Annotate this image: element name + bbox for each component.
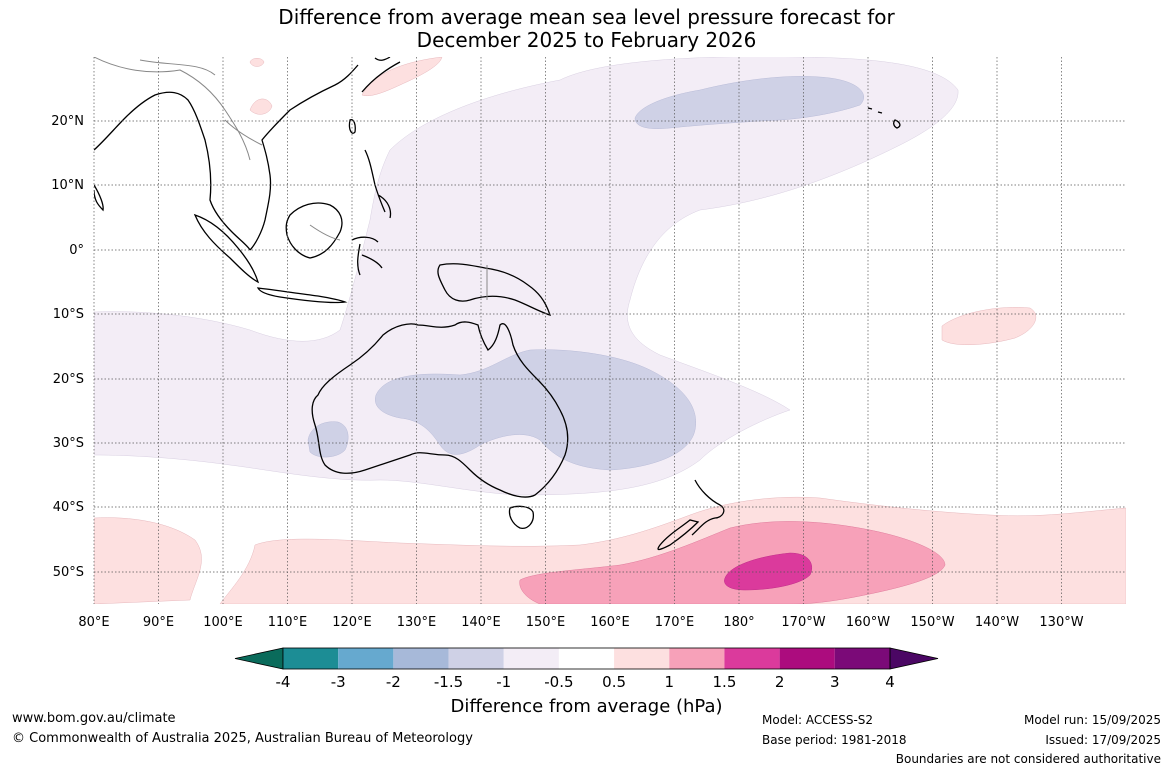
anomaly-region-east-pacific-light — [941, 307, 1037, 346]
colorbar-tick-label: 1.5 — [713, 673, 737, 691]
lat-label: 20°N — [51, 114, 84, 129]
boundaries-disclaimer: Boundaries are not considered authoritat… — [895, 752, 1161, 766]
anomaly-region-indochina-light — [249, 98, 273, 115]
copyright-notice: © Commonwealth of Australia 2025, Austra… — [12, 731, 473, 746]
asia-mainland-coastline — [94, 64, 359, 251]
anomaly-shading — [94, 57, 1126, 604]
lat-label: 10°S — [53, 307, 84, 322]
lon-label: 170°W — [781, 615, 825, 630]
colorbar-title: Difference from average (hPa) — [450, 696, 723, 717]
latitude-labels: 20°N 10°N 0° 10°S 20°S 30°S 40°S 50°S — [51, 114, 84, 580]
colorbar-tick-label: -1.5 — [434, 673, 463, 691]
lat-label: 0° — [69, 243, 84, 258]
java-coastline — [256, 287, 348, 304]
colorbar-max-extension — [889, 647, 939, 670]
colorbar-segment — [393, 648, 449, 669]
map-title-line-2: December 2025 to February 2026 — [416, 28, 757, 52]
lat-label: 20°S — [53, 372, 84, 387]
colorbar-segment — [558, 648, 615, 669]
taiwan-coastline — [348, 119, 356, 134]
colorbar-segment — [448, 648, 504, 669]
map-title-line-1: Difference from average mean sea level p… — [278, 5, 895, 29]
colorbar-segment — [834, 648, 890, 669]
base-period: Base period: 1981-2018 — [762, 733, 907, 747]
country-border-line — [224, 119, 263, 146]
borneo-coastline — [285, 202, 343, 259]
japan-coastline — [361, 57, 401, 93]
lon-label: 150°W — [910, 615, 954, 630]
colorbar-tick-label: -2 — [386, 673, 401, 691]
lat-label: 40°S — [53, 500, 84, 515]
country-borders — [94, 57, 488, 300]
colorbar-segment — [283, 648, 339, 669]
new-zealand-coastline — [657, 479, 725, 551]
colorbar-tick-label: 1 — [664, 673, 674, 691]
lon-label: 100°E — [203, 615, 243, 630]
longitude-labels: 80°E 90°E 100°E 110°E 120°E 130°E 140°E … — [78, 615, 1083, 630]
website-link[interactable]: www.bom.gov.au/climate — [12, 711, 176, 726]
colorbar-segment — [614, 648, 670, 669]
colorbar-tick-label: 2 — [775, 673, 785, 691]
model-run-date: Model run: 15/09/2025 — [1023, 713, 1161, 727]
colorbar-tick-label: -4 — [276, 673, 291, 691]
model-name: Model: ACCESS-S2 — [762, 713, 874, 727]
anomaly-region-japan-light — [361, 57, 443, 96]
colorbar-segment — [669, 648, 725, 669]
lon-label: 180° — [723, 615, 754, 630]
colorbar-segment — [779, 648, 835, 669]
colorbar-segment — [503, 648, 559, 669]
india-coastline — [94, 184, 104, 212]
colorbar-tick-label: 4 — [885, 673, 895, 691]
lat-label: 30°S — [53, 436, 84, 451]
colorbar-tick-label: -3 — [331, 673, 346, 691]
lon-label: 120°E — [332, 615, 372, 630]
country-border-line — [139, 59, 216, 76]
lon-label: 160°W — [846, 615, 890, 630]
colorbar-segment — [724, 648, 780, 669]
lon-label: 170°E — [655, 615, 695, 630]
lon-label: 140°W — [975, 615, 1019, 630]
sumatra-coastline — [193, 213, 260, 284]
lon-label: 140°E — [461, 615, 501, 630]
colorbar: -4 -3 -2 -1.5 -1 -0.5 0.5 1 1.5 2 3 4 — [234, 647, 939, 691]
anomaly-region-southern-pacific-strong — [724, 552, 813, 591]
lat-label: 10°N — [51, 178, 84, 193]
lat-label: 50°S — [53, 565, 84, 580]
anomaly-region-southern-ocean-light — [94, 517, 202, 604]
sulawesi-coastline — [351, 236, 383, 276]
anomaly-region-southern-pacific-medium — [519, 521, 946, 604]
colorbar-frame — [282, 647, 891, 670]
colorbar-tick-label: -0.5 — [544, 673, 573, 691]
anomaly-region-north-pacific-dark — [634, 76, 864, 129]
colorbar-tick-label: -1 — [496, 673, 511, 691]
anomaly-region-north-pacific-light — [94, 57, 959, 496]
colorbar-segment — [338, 648, 394, 669]
colorbar-tick-label: 3 — [830, 673, 840, 691]
tasmania-coastline — [508, 505, 534, 529]
colorbar-min-extension — [234, 647, 284, 670]
issued-date: Issued: 17/09/2025 — [1045, 733, 1161, 747]
anomaly-region-north-top-light — [249, 58, 265, 67]
australia-coastline — [311, 321, 569, 498]
lon-label: 150°E — [526, 615, 566, 630]
colorbar-tick-label: 0.5 — [602, 673, 626, 691]
lon-label: 80°E — [78, 615, 109, 630]
anomaly-region-west-australia-dark — [307, 421, 349, 458]
lon-label: 160°E — [590, 615, 630, 630]
graticule — [93, 57, 1126, 604]
hawaii-coastline — [867, 107, 901, 129]
lon-label: 90°E — [143, 615, 174, 630]
lon-label: 130°W — [1039, 615, 1083, 630]
anomaly-region-australia-dark — [375, 349, 697, 471]
country-border-line — [94, 57, 251, 161]
new-guinea-coastline — [437, 263, 552, 316]
country-border-line — [309, 224, 341, 241]
lon-label: 110°E — [268, 615, 308, 630]
lon-label: 130°E — [397, 615, 437, 630]
